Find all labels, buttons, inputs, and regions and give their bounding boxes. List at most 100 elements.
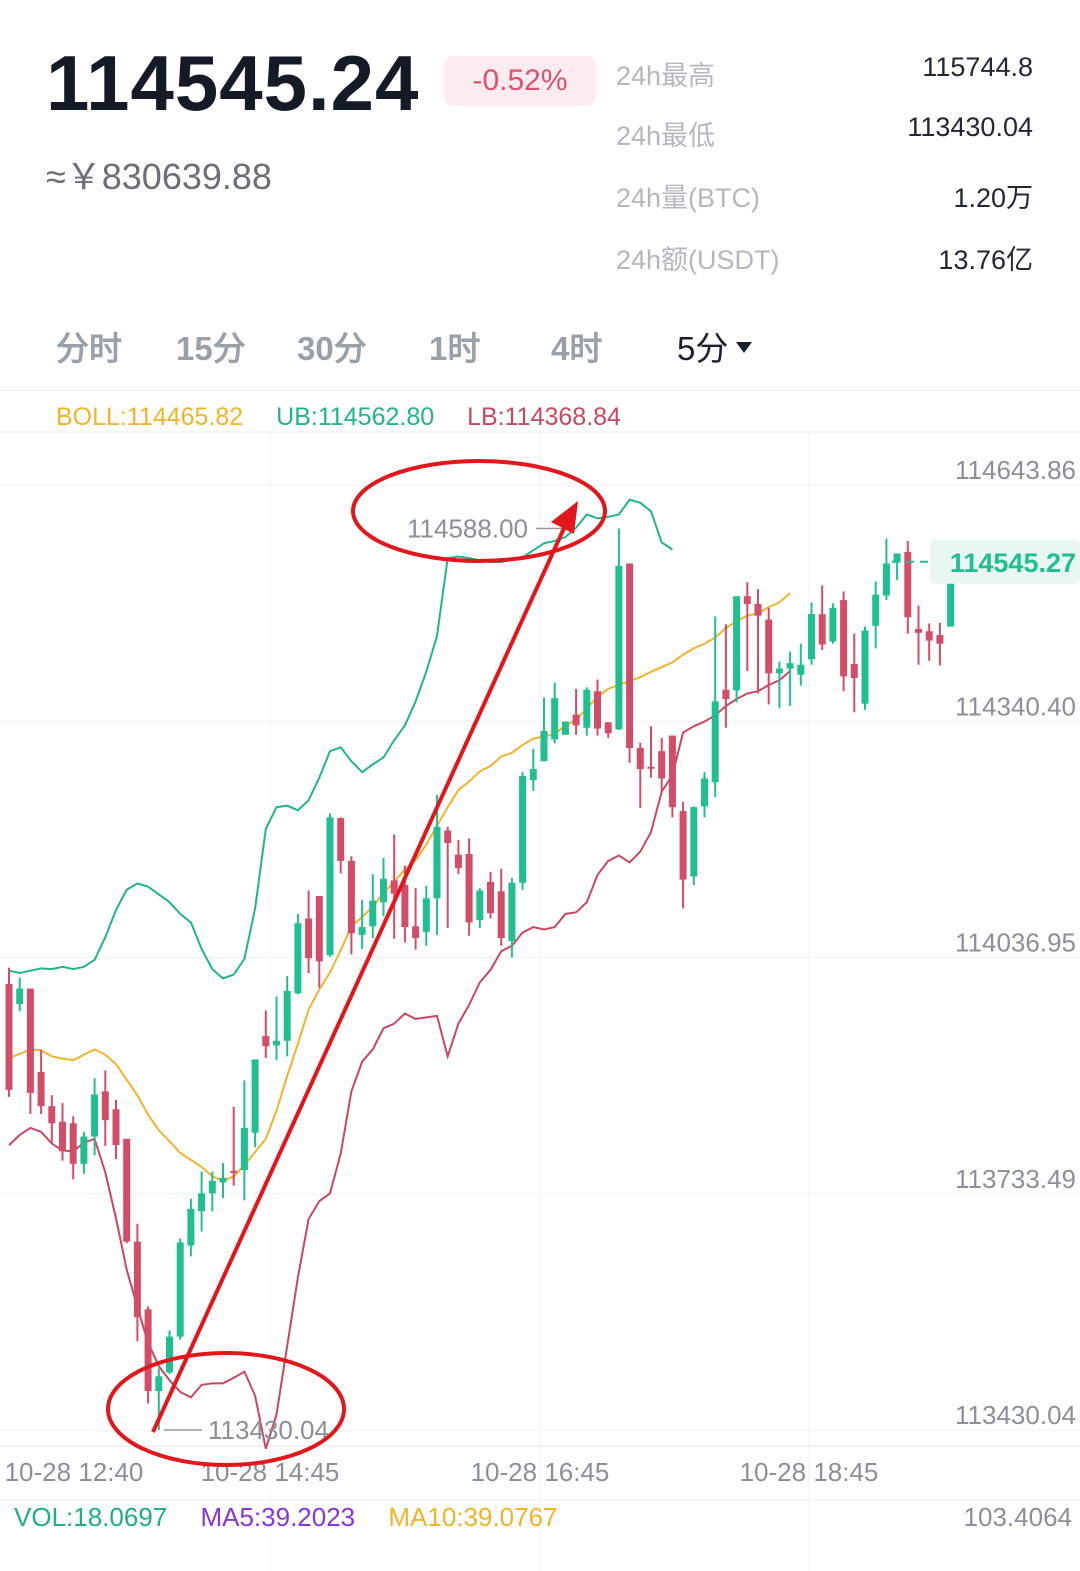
low-marker-label: 113430.04 xyxy=(208,1415,329,1445)
candle-body xyxy=(5,983,13,1090)
y-tick-label: 114643.86 xyxy=(955,455,1076,485)
boll-indicator-row: BOLL:114465.82 UB:114562.80 LB:114368.84 xyxy=(56,403,647,432)
candle-body xyxy=(219,1177,227,1183)
candle-body xyxy=(561,721,569,735)
candle-body xyxy=(936,635,944,644)
boll-upper-value: UB:114562.80 xyxy=(276,403,435,431)
trend-arrow-head xyxy=(551,501,578,534)
candle-body xyxy=(947,575,955,627)
last-price: 114545.24 xyxy=(46,39,420,127)
candle-body xyxy=(754,604,762,616)
candle-body xyxy=(358,927,366,935)
candle-body xyxy=(904,551,912,618)
high-circle-annotation xyxy=(351,459,607,563)
candle-body xyxy=(230,1170,238,1173)
x-tick-label: 10-28 18:45 xyxy=(740,1457,879,1487)
candle-body xyxy=(722,689,730,699)
y-tick-label: 114340.40 xyxy=(955,691,1076,721)
candle-body xyxy=(701,778,708,807)
candle-body xyxy=(572,714,580,726)
candle-body xyxy=(615,565,623,730)
ticker-header: 114545.24 -0.52% ≈￥830639.88 24h最高 11574… xyxy=(0,0,1080,300)
tab-4h[interactable]: 4时 xyxy=(551,330,603,367)
candle-body xyxy=(133,1241,141,1318)
candle-body xyxy=(208,1180,216,1194)
candle-body xyxy=(166,1336,173,1373)
stat-label-24h-volume: 24h量(BTC) xyxy=(616,183,761,213)
low-circle-annotation xyxy=(106,1351,346,1467)
candle-body xyxy=(797,664,805,675)
candle-body xyxy=(540,730,548,762)
candle-body xyxy=(273,1040,280,1046)
boll-mid-line xyxy=(8,592,791,1182)
candle-body xyxy=(925,631,933,641)
candle-body xyxy=(144,1309,152,1392)
interval-tabs: 分时 15分 30分 1时 4时 5分 xyxy=(0,300,1080,391)
candle-body xyxy=(390,880,398,894)
y-tick-label: 113430.04 xyxy=(955,1400,1076,1430)
candle-body xyxy=(454,854,462,868)
candle-body xyxy=(818,614,826,645)
current-price-label: 114545.27 xyxy=(950,548,1076,578)
candle-body xyxy=(369,900,377,927)
candle-body xyxy=(604,722,612,734)
candle-body xyxy=(476,890,484,921)
candle-body xyxy=(305,918,313,959)
candle-body xyxy=(101,1091,109,1121)
candle-body xyxy=(786,663,794,669)
candle-body xyxy=(636,748,644,770)
volume-value: VOL:18.0697 xyxy=(14,1502,168,1532)
volume-indicator-row: VOL:18.0697 MA5:39.2023 MA10:39.0767 xyxy=(14,1502,584,1533)
candle-body xyxy=(829,607,837,642)
candle-body xyxy=(711,701,719,783)
candle-body xyxy=(551,698,559,740)
stat-label-24h-high: 24h最高 xyxy=(616,61,716,91)
stat-value-24h-amount: 13.76亿 xyxy=(938,245,1033,275)
tab-timeshare[interactable]: 分时 xyxy=(56,330,122,367)
boll-lower-value: LB:114368.84 xyxy=(467,403,621,431)
stat-value-24h-high: 115744.8 xyxy=(922,52,1033,82)
candle-body xyxy=(840,600,848,677)
x-tick-label: 10-28 16:45 xyxy=(471,1457,610,1487)
candle-body xyxy=(626,563,634,749)
volume-ma5-value: MA5:39.2023 xyxy=(200,1502,356,1532)
y-tick-label: 113733.49 xyxy=(955,1164,1076,1194)
candle-body xyxy=(91,1094,99,1137)
candle-body xyxy=(347,860,355,934)
stat-value-24h-low: 113430.04 xyxy=(907,112,1033,142)
candle-body xyxy=(37,1071,45,1107)
tab-15m[interactable]: 15分 xyxy=(176,330,246,367)
candle-body xyxy=(915,628,922,633)
volume-axis-max: 103.4064 xyxy=(963,1502,1072,1532)
candle-body xyxy=(497,891,505,938)
candle-body xyxy=(123,1138,131,1242)
candle-body xyxy=(422,898,430,932)
candle-body xyxy=(872,594,880,626)
candle-body xyxy=(668,735,676,808)
candle-body xyxy=(861,630,869,704)
tab-5m[interactable]: 5分 xyxy=(677,322,753,370)
tab-1h[interactable]: 1时 xyxy=(429,330,481,367)
candle-body xyxy=(380,878,387,903)
candle-body xyxy=(251,1059,259,1133)
candle-body xyxy=(529,769,537,780)
candle-body xyxy=(401,885,409,928)
candle-body xyxy=(433,826,441,899)
tab-5m-label: 5分 xyxy=(677,330,729,367)
candle-body xyxy=(155,1376,163,1392)
candle-body xyxy=(112,1109,120,1146)
volume-ma10-value: MA10:39.0767 xyxy=(388,1502,558,1532)
high-marker-label: 114588.00 xyxy=(407,513,528,543)
candle-body xyxy=(283,990,291,1041)
candle-body xyxy=(315,895,323,962)
candle-body xyxy=(893,553,901,562)
candle-body xyxy=(647,766,655,769)
candle-body xyxy=(176,1242,184,1337)
price-in-cny: ≈￥830639.88 xyxy=(46,156,272,197)
trend-arrow-line xyxy=(151,525,567,1433)
candle-body xyxy=(775,668,783,674)
candle-body xyxy=(80,1136,88,1164)
tab-30m[interactable]: 30分 xyxy=(297,330,367,367)
candle-body xyxy=(69,1123,77,1164)
